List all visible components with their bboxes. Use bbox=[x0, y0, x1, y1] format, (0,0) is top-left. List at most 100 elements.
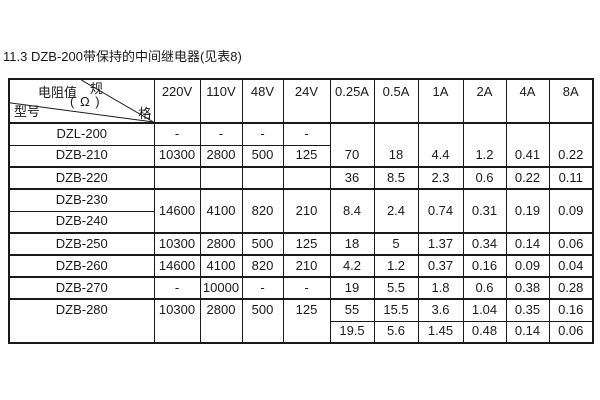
cell-current-value: 0.74 bbox=[417, 188, 464, 234]
cell-model: DZB-260 bbox=[8, 254, 155, 278]
column-header-48v: 48V bbox=[241, 78, 284, 124]
table-row: DZB-250 10300 2800 500 125 18 5 1.37 0.3… bbox=[8, 232, 594, 256]
cell-voltage-value: 500 bbox=[241, 232, 284, 256]
cell-voltage-value: 125 bbox=[282, 232, 331, 256]
column-header-110v: 110V bbox=[199, 78, 243, 124]
cell-voltage-value: 10300 bbox=[153, 232, 201, 256]
cell-current-value: 0.09 bbox=[548, 188, 594, 234]
corner-label-spec-bottom: 格 bbox=[138, 106, 152, 121]
corner-label-resistance: 电阻值 bbox=[38, 85, 78, 100]
cell-current-value: 4.2 bbox=[329, 254, 375, 278]
cell-current-value: 5 bbox=[373, 232, 419, 256]
table-row: DZL-200 - - - - 70 18 4.4 1.2 0.41 0.22 bbox=[8, 122, 594, 168]
table-row: DZB-260 14600 4100 820 210 4.2 1.2 0.37 … bbox=[8, 254, 594, 278]
relay-resistance-table: 规 格 电阻值 ( Ω ) 型号 220V 110V 48V 24V 0.25A… bbox=[8, 78, 594, 344]
cell-current-value: 0.06 bbox=[548, 232, 594, 256]
cell-current-value: 0.19 bbox=[505, 188, 550, 234]
cell-current-value: 2.4 bbox=[373, 188, 419, 234]
table-row: DZB-280 10300 2800 500 125 55 15.5 3.6 1… bbox=[8, 298, 594, 344]
cell-voltage-value bbox=[241, 166, 284, 190]
corner-label-model: 型号 bbox=[14, 104, 41, 119]
cell-voltage-value: 10300 bbox=[153, 298, 201, 344]
cell-voltage-value: - bbox=[241, 122, 284, 146]
table-row: DZB-230 14600 4100 820 210 8.4 2.4 0.74 … bbox=[8, 188, 594, 234]
cell-current-value: 1.45 bbox=[417, 320, 464, 344]
cell-current-value: 70 bbox=[329, 122, 375, 168]
cell-current-value: 0.09 bbox=[505, 254, 550, 278]
cell-model: DZB-210 bbox=[8, 144, 155, 168]
cell-voltage-value: 210 bbox=[282, 254, 331, 278]
cell-current-value: 0.16 bbox=[548, 298, 594, 322]
cell-model: DZB-250 bbox=[8, 232, 155, 256]
column-header-8a: 8A bbox=[548, 78, 594, 124]
cell-current-value: 19.5 bbox=[329, 320, 375, 344]
cell-current-value: 0.35 bbox=[505, 298, 550, 322]
cell-voltage-value: - bbox=[282, 122, 331, 146]
cell-current-value: 36 bbox=[329, 166, 375, 190]
cell-current-value: 5.5 bbox=[373, 276, 419, 300]
cell-voltage-value: - bbox=[282, 276, 331, 300]
cell-current-value: 0.22 bbox=[548, 122, 594, 168]
column-header-4a: 4A bbox=[505, 78, 550, 124]
cell-current-value: 4.4 bbox=[417, 122, 464, 168]
page-title: 11.3 DZB-200带保持的中间继电器(见表8) bbox=[3, 49, 242, 64]
cell-current-value: 0.41 bbox=[505, 122, 550, 168]
cell-current-value: 0.14 bbox=[505, 320, 550, 344]
cell-current-value: 1.37 bbox=[417, 232, 464, 256]
column-header-220v: 220V bbox=[153, 78, 201, 124]
cell-voltage-value: 10000 bbox=[199, 276, 243, 300]
corner-header-cell: 规 格 电阻值 ( Ω ) 型号 bbox=[8, 78, 155, 124]
cell-current-value: 3.6 bbox=[417, 298, 464, 322]
cell-model: DZB-270 bbox=[8, 276, 155, 300]
table-row: DZB-210 10300 2800 500 125 bbox=[8, 144, 593, 168]
cell-voltage-value: - bbox=[153, 122, 201, 146]
column-header-24v: 24V bbox=[282, 78, 331, 124]
cell-voltage-value bbox=[199, 166, 243, 190]
cell-voltage-value: 500 bbox=[241, 298, 284, 344]
cell-current-value: 0.22 bbox=[505, 166, 550, 190]
cell-current-value: 1.2 bbox=[373, 254, 419, 278]
diagonal-divider-lines bbox=[10, 80, 153, 122]
column-header-0-25a: 0.25A bbox=[329, 78, 375, 124]
header-row: 规 格 电阻值 ( Ω ) 型号 220V 110V 48V 24V 0.25A… bbox=[8, 78, 594, 124]
cell-current-value: 18 bbox=[373, 122, 419, 168]
cell-current-value: 0.11 bbox=[548, 166, 594, 190]
cell-current-value: 15.5 bbox=[373, 298, 419, 322]
column-header-1a: 1A bbox=[417, 78, 464, 124]
cell-current-value: 55 bbox=[329, 298, 375, 322]
cell-current-value: 19 bbox=[329, 276, 375, 300]
cell-voltage-value: 210 bbox=[282, 188, 331, 234]
table-row: DZB-270 - 10000 - - 19 5.5 1.8 0.6 0.38 … bbox=[8, 276, 594, 300]
cell-current-value: 8.5 bbox=[373, 166, 419, 190]
cell-current-value: 0.6 bbox=[462, 166, 507, 190]
cell-voltage-value: 2800 bbox=[199, 298, 243, 344]
cell-voltage-value: 4100 bbox=[199, 188, 243, 234]
cell-current-value: 0.34 bbox=[462, 232, 507, 256]
column-header-2a: 2A bbox=[462, 78, 507, 124]
table-row: 19.5 5.6 1.45 0.48 0.14 0.06 bbox=[9, 320, 594, 344]
cell-voltage-value: 2800 bbox=[199, 232, 243, 256]
cell-model: DZB-230 bbox=[8, 188, 155, 212]
cell-current-value: 0.16 bbox=[462, 254, 507, 278]
cell-current-value: 2.3 bbox=[417, 166, 464, 190]
cell-voltage-value: 125 bbox=[282, 298, 331, 344]
cell-voltage-value: 2800 bbox=[199, 144, 243, 168]
cell-voltage-value: 14600 bbox=[153, 188, 201, 234]
cell-model: DZB-220 bbox=[8, 166, 155, 190]
cell-current-value: 0.6 bbox=[462, 276, 507, 300]
cell-current-value: 0.38 bbox=[505, 276, 550, 300]
cell-current-value: 8.4 bbox=[329, 188, 375, 234]
corner-label-resistance-unit: ( Ω ) bbox=[70, 94, 101, 109]
cell-voltage-value bbox=[282, 166, 331, 190]
cell-current-value: 0.37 bbox=[417, 254, 464, 278]
table-row: DZB-220 36 8.5 2.3 0.6 0.22 0.11 bbox=[8, 166, 594, 190]
cell-voltage-value: 125 bbox=[282, 144, 331, 168]
cell-current-value: 1.2 bbox=[462, 122, 507, 168]
cell-voltage-value: 500 bbox=[241, 144, 284, 168]
cell-current-value: 0.04 bbox=[548, 254, 594, 278]
cell-current-value: 0.06 bbox=[548, 320, 594, 344]
cell-voltage-value: - bbox=[153, 276, 201, 300]
cell-voltage-value: 14600 bbox=[153, 254, 201, 278]
cell-voltage-value: 820 bbox=[241, 188, 284, 234]
cell-model: DZB-240 bbox=[8, 210, 155, 234]
